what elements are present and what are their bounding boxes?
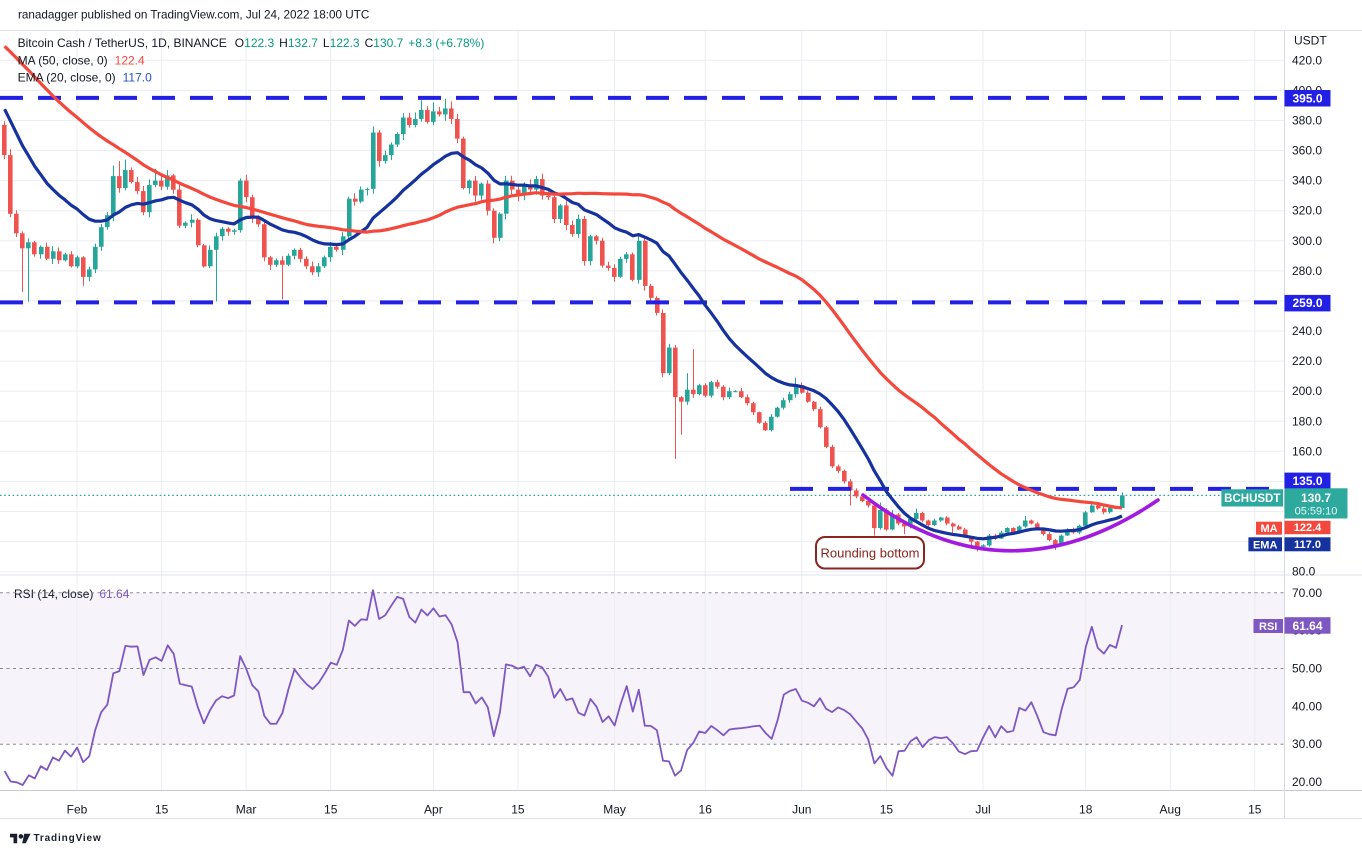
- svg-text:180.0: 180.0: [1292, 414, 1322, 428]
- svg-text:MA (50, close, 0)122.4: MA (50, close, 0) 122.4: [18, 54, 145, 68]
- svg-text:360.0: 360.0: [1292, 144, 1322, 158]
- svg-text:50.00: 50.00: [1292, 662, 1322, 676]
- svg-text:130.7: 130.7: [1301, 491, 1331, 505]
- svg-text:RSI: RSI: [1259, 621, 1277, 633]
- svg-text:259.0: 259.0: [1292, 296, 1322, 310]
- svg-text:340.0: 340.0: [1292, 174, 1322, 188]
- svg-text:Feb: Feb: [67, 803, 88, 817]
- svg-text:280.0: 280.0: [1292, 264, 1322, 278]
- svg-text:Rounding bottom: Rounding bottom: [820, 546, 919, 561]
- svg-text:220.0: 220.0: [1292, 354, 1322, 368]
- svg-text:EMA: EMA: [1253, 539, 1278, 551]
- svg-text:Jun: Jun: [792, 803, 811, 817]
- svg-text:USDT: USDT: [1294, 33, 1327, 47]
- svg-text:BCHUSDT: BCHUSDT: [1224, 493, 1280, 505]
- svg-text:MA: MA: [1260, 523, 1277, 535]
- svg-text:ranadagger published on Tradin: ranadagger published on TradingView.com,…: [18, 9, 369, 22]
- svg-text:TradingView: TradingView: [34, 833, 102, 844]
- svg-text:70.00: 70.00: [1292, 586, 1322, 600]
- svg-text:20.00: 20.00: [1292, 775, 1322, 789]
- svg-text:EMA (20, close, 0)117.0: EMA (20, close, 0) 117.0: [18, 71, 153, 85]
- svg-text:15: 15: [1248, 803, 1262, 817]
- svg-text:380.0: 380.0: [1292, 114, 1322, 128]
- svg-text:160.0: 160.0: [1292, 444, 1322, 458]
- svg-text:RSI (14, close)61.64: RSI (14, close) 61.64: [14, 587, 130, 601]
- svg-text:320.0: 320.0: [1292, 204, 1322, 218]
- svg-text:420.0: 420.0: [1292, 53, 1322, 67]
- svg-text:Jul: Jul: [975, 803, 990, 817]
- svg-text:40.00: 40.00: [1292, 699, 1322, 713]
- svg-text:18: 18: [1079, 803, 1093, 817]
- svg-text:05:59:10: 05:59:10: [1295, 505, 1338, 517]
- svg-text:16: 16: [699, 803, 713, 817]
- svg-text:Mar: Mar: [236, 803, 257, 817]
- svg-text:30.00: 30.00: [1292, 737, 1322, 751]
- svg-text:200.0: 200.0: [1292, 384, 1322, 398]
- svg-text:15: 15: [511, 803, 525, 817]
- svg-text:61.64: 61.64: [1292, 619, 1322, 633]
- svg-text:Aug: Aug: [1160, 803, 1181, 817]
- svg-text:80.0: 80.0: [1292, 565, 1316, 579]
- svg-text:300.0: 300.0: [1292, 234, 1322, 248]
- svg-text:15: 15: [155, 803, 169, 817]
- svg-text:15: 15: [880, 803, 894, 817]
- svg-text:395.0: 395.0: [1292, 91, 1322, 105]
- svg-text:15: 15: [324, 803, 338, 817]
- svg-text:Apr: Apr: [424, 803, 443, 817]
- svg-text:135.0: 135.0: [1292, 474, 1322, 488]
- svg-text:122.4: 122.4: [1294, 522, 1322, 534]
- svg-text:117.0: 117.0: [1294, 539, 1321, 551]
- svg-text:240.0: 240.0: [1292, 324, 1322, 338]
- svg-text:Bitcoin Cash / TetherUS, 1D, B: Bitcoin Cash / TetherUS, 1D, BINANCE O122…: [18, 36, 485, 50]
- svg-text:May: May: [603, 803, 626, 817]
